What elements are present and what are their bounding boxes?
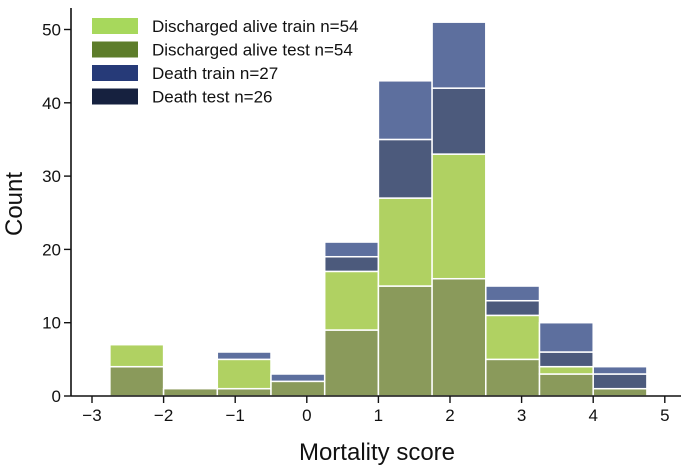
bar-series-2-bin-9 xyxy=(592,373,648,390)
bar-series-2-bin-5 xyxy=(377,138,433,199)
y-tick-label: 50 xyxy=(42,21,61,40)
x-tick-label: −1 xyxy=(226,406,245,425)
bar-series-1-bin-7 xyxy=(485,314,541,361)
x-axis-title: Mortality score xyxy=(299,439,455,466)
bar-series-1-bin-4 xyxy=(323,270,380,331)
x-tick-label: 0 xyxy=(302,406,311,425)
legend-label-0: Discharged alive train n=54 xyxy=(152,17,358,36)
bar-series-0-bin-7 xyxy=(485,358,541,397)
bar-series-1-bin-8 xyxy=(538,365,594,375)
x-tick-label: −3 xyxy=(82,406,101,425)
x-tick-label: 4 xyxy=(588,406,597,425)
bar-series-0-bin-5 xyxy=(377,285,433,397)
bar-series-2-bin-7 xyxy=(485,299,541,317)
y-tick-label: 40 xyxy=(42,94,61,113)
bar-series-3-bin-3 xyxy=(270,373,326,383)
legend-label-3: Death test n=26 xyxy=(152,88,273,107)
bar-series-3-bin-8 xyxy=(538,321,594,353)
bar-series-1-bin-5 xyxy=(377,197,433,287)
x-tick-label: 2 xyxy=(445,406,454,425)
bar-series-0-bin-8 xyxy=(538,373,594,397)
x-tick-label: 5 xyxy=(660,406,669,425)
bar-series-0-bin-6 xyxy=(431,277,487,397)
bar-series-1-bin-0 xyxy=(109,343,165,368)
y-tick-label: 0 xyxy=(52,387,61,406)
bar-series-3-bin-6 xyxy=(431,21,487,89)
legend-swatch-1 xyxy=(92,41,138,58)
x-tick-label: −2 xyxy=(154,406,173,425)
x-tick-label: 1 xyxy=(374,406,383,425)
bar-series-0-bin-2 xyxy=(216,387,272,397)
y-axis-title: Count xyxy=(1,172,28,236)
bar-series-3-bin-9 xyxy=(592,365,648,375)
bar-series-0-bin-3 xyxy=(270,380,326,397)
y-tick-label: 30 xyxy=(42,167,61,186)
legend-swatch-0 xyxy=(92,18,138,34)
bar-series-0-bin-1 xyxy=(162,387,219,397)
bar-series-2-bin-6 xyxy=(431,87,487,155)
bar-series-0-bin-4 xyxy=(323,329,380,397)
bar-series-2-bin-4 xyxy=(323,255,380,273)
bar-series-0-bin-9 xyxy=(592,387,648,397)
legend: Discharged alive train n=54 Discharged al… xyxy=(92,17,358,107)
x-tick-label: 3 xyxy=(517,406,526,425)
y-tick-label: 20 xyxy=(42,240,61,259)
bar-series-1-bin-2 xyxy=(216,358,272,390)
bar-series-3-bin-2 xyxy=(216,351,272,361)
bar-series-0-bin-0 xyxy=(109,365,165,397)
bar-series-3-bin-5 xyxy=(377,80,433,141)
y-tick-label: 10 xyxy=(42,314,61,333)
bar-series-2-bin-8 xyxy=(538,351,594,368)
legend-label-2: Death train n=27 xyxy=(152,64,278,83)
legend-swatch-2 xyxy=(92,65,138,81)
legend-swatch-3 xyxy=(92,88,138,105)
bar-series-3-bin-4 xyxy=(323,241,380,258)
bar-series-1-bin-6 xyxy=(431,153,487,280)
bars-layer xyxy=(109,21,648,397)
legend-label-1: Discharged alive test n=54 xyxy=(152,41,353,60)
bar-series-3-bin-7 xyxy=(485,285,541,302)
